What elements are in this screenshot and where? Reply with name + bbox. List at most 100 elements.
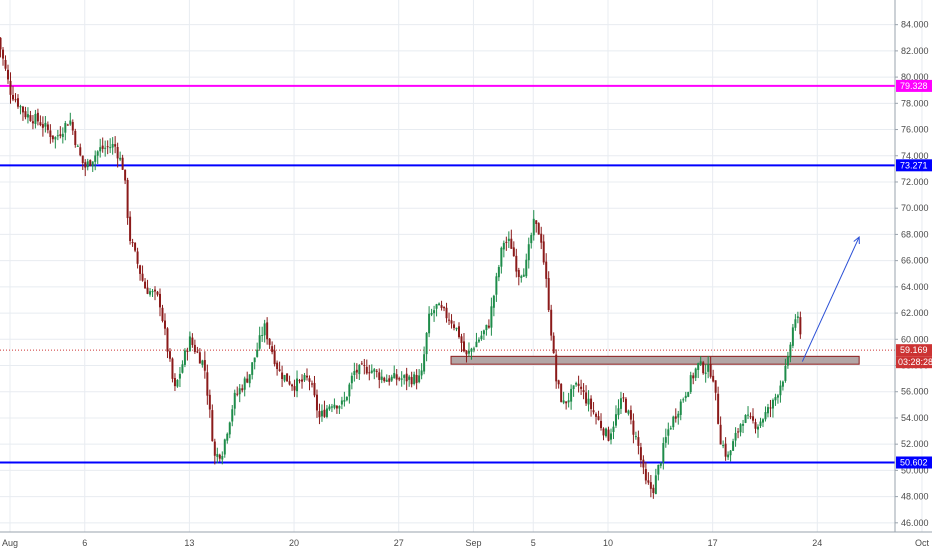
candle-up [96,151,99,156]
level-price-label: 73.271 [900,160,928,170]
candle-down [136,251,139,264]
candle-up [64,123,67,133]
price-axis[interactable]: 84.000 82.000 80.000 78.000 76.000 74.000 72.0… [894,0,929,532]
x-tick-label: Aug [2,538,18,548]
candle-up [786,356,789,366]
candle-down [59,134,62,136]
y-tick-label: 80.000 [901,72,929,82]
candle-down [652,487,655,493]
x-tick-label: 10 [603,538,613,548]
candle-down [547,278,550,311]
candle-down [168,351,171,359]
candle-down [198,352,201,364]
candle-down [398,378,401,380]
candle-down [607,429,610,441]
candle-down [383,377,386,382]
candle-up [657,464,660,475]
candle-down [565,401,568,404]
candle-up [781,381,784,387]
candle-up [779,385,782,396]
candle-up [256,349,259,357]
horizontal-levels [0,84,895,464]
candle-down [2,49,5,59]
candle-up [507,238,510,242]
candle-up [482,330,485,335]
candle-up [149,291,152,295]
candle-up [677,413,680,418]
candle-down [637,437,640,446]
candle-down [241,388,244,391]
x-tick-label: 27 [394,538,404,548]
y-tick-label: 46.000 [901,518,929,528]
candle-up [522,274,525,277]
candle-up [385,379,388,382]
candle-up [343,400,346,402]
candle-down [29,115,32,121]
candle-down [101,145,104,149]
candle-down [600,420,603,429]
candle-up [353,371,356,375]
candle-up [520,276,523,278]
y-tick-label: 66.000 [901,256,929,266]
candle-up [423,354,426,372]
candle-up [251,362,254,375]
y-tick-label: 70.000 [901,203,929,213]
candle-down [597,416,600,420]
candle-down [388,378,391,382]
candle-down [714,380,717,393]
candle-up [261,334,264,336]
projection-arrow [801,235,860,362]
candle-down [448,319,451,321]
candle-up [221,455,224,460]
candle-down [313,382,316,396]
candle-up [435,304,438,309]
candle-down [156,291,159,295]
candle-down [537,223,540,235]
candle-down [31,121,34,124]
candle-up [609,433,612,440]
candle-down [196,351,199,353]
candle-down [191,337,194,345]
candle-up [188,336,191,352]
candle-up [756,426,759,430]
time-axis[interactable]: Aug6132027Sep5101724Oct5 [0,531,932,548]
candle-down [163,320,166,329]
candle-up [470,348,473,352]
candle-down [24,111,27,118]
candle-up [228,422,231,435]
candle-down [273,350,276,365]
candle-down [139,265,142,274]
candle-down [647,480,650,483]
candle-down [457,326,460,338]
candle-up [627,410,630,414]
y-tick-label: 82.000 [901,46,929,56]
candle-up [570,388,573,402]
candle-up [687,392,690,397]
candle-up [659,463,662,466]
candle-up [759,421,762,426]
candle-down [288,381,291,385]
candle-up [420,370,423,376]
y-tick-label: 84.000 [901,20,929,30]
candle-down [315,394,318,411]
candle-down [542,241,545,263]
candle-down [552,335,555,354]
candle-down [291,384,294,387]
candle-down [193,344,196,352]
candle-down [602,428,605,436]
candle-down [395,374,398,380]
candle-down [505,241,508,243]
candle-down [632,420,635,435]
y-tick-label: 64.000 [901,282,929,292]
candle-down [445,307,448,319]
candle-down [81,155,84,164]
candle-down [375,370,378,372]
candle-up [393,373,396,379]
candle-up [562,400,565,403]
candle-up [477,339,480,342]
candle-up [796,316,799,318]
candle-down [298,380,301,382]
candle-down [16,98,19,107]
candle-up [497,267,500,278]
